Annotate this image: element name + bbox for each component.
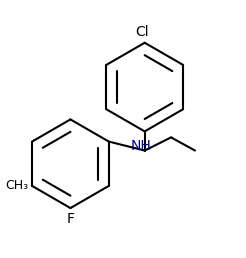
Text: Cl: Cl [136,25,149,39]
Text: CH₃: CH₃ [5,179,29,192]
Text: NH: NH [130,139,151,153]
Text: F: F [66,212,75,226]
